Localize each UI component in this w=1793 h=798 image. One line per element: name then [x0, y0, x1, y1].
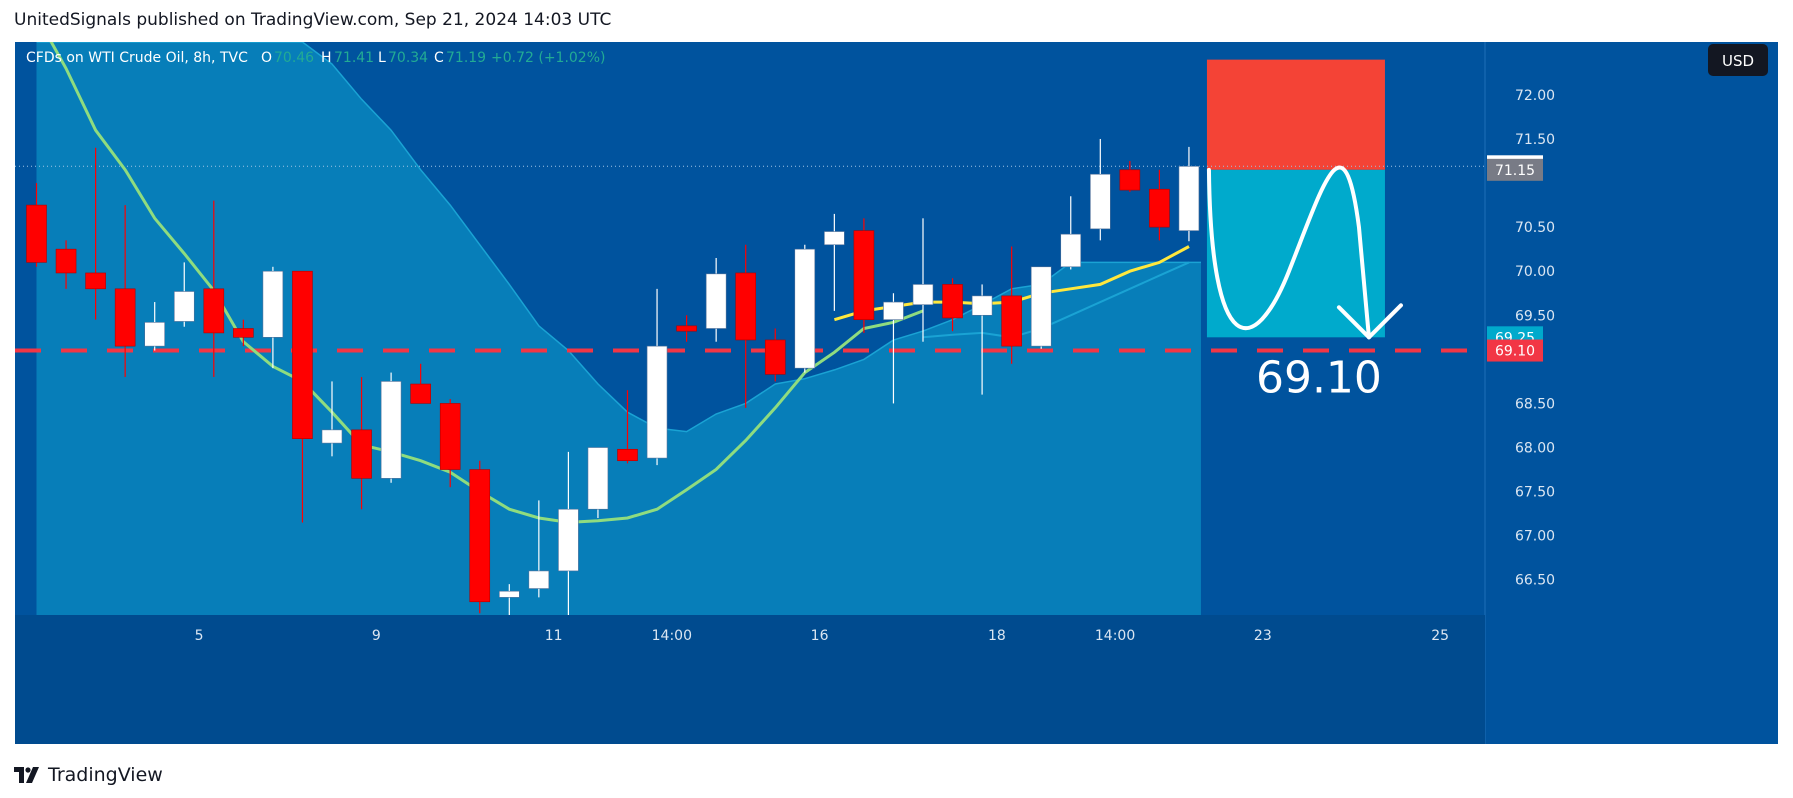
band-lower-line [922, 261, 1190, 339]
currency-button[interactable]: USD [1708, 44, 1768, 76]
legend-open-label: O [261, 50, 272, 66]
candle-body[interactable] [144, 322, 165, 347]
y-tick-label: 69.50 [1515, 308, 1555, 324]
x-tick-label: 23 [1254, 628, 1272, 644]
prev-close-label: 71.15 [1495, 163, 1535, 179]
candle-body[interactable] [439, 403, 461, 470]
shaded-band-area [36, 42, 1201, 615]
legend-close-label: C [434, 50, 444, 66]
currency-label: USD [1722, 52, 1754, 70]
y-tick-label: 68.00 [1515, 441, 1555, 457]
candle-body[interactable] [1178, 165, 1200, 231]
candle-body[interactable] [1060, 233, 1082, 268]
candle-body[interactable] [735, 272, 757, 341]
x-tick-label: 11 [545, 628, 563, 644]
candle-body[interactable] [410, 383, 431, 404]
legend-symbol: CFDs on WTI Crude Oil, 8h, TVC [26, 50, 248, 66]
y-tick-label: 70.00 [1515, 264, 1555, 280]
candle-body[interactable] [55, 248, 77, 274]
x-tick-label: 16 [811, 628, 829, 644]
candle-body[interactable] [1090, 173, 1111, 230]
candle-body[interactable] [203, 288, 225, 334]
candle-body[interactable] [173, 291, 195, 322]
legend-high-value: 71.41 [334, 50, 374, 66]
target-annotation: 69.10 [1256, 353, 1382, 404]
y-tick-label: 68.50 [1515, 396, 1555, 412]
y-tick-label: 67.50 [1515, 485, 1555, 501]
candle-body[interactable] [380, 381, 402, 479]
candle-body[interactable] [676, 325, 697, 332]
candle-body[interactable] [883, 301, 904, 320]
legend-high-label: H [321, 50, 332, 66]
legend-low-label: L [378, 50, 386, 66]
target-level-label: 69.10 [1495, 344, 1535, 360]
chart-frame[interactable]: 69.10 72.00 71.50 70.50 70.00 69.50 68.50 68.0… [15, 14, 1778, 744]
candle-body[interactable] [292, 270, 313, 439]
candle-body[interactable] [26, 204, 47, 263]
candle-body[interactable] [262, 270, 284, 338]
y-tick-label: 67.00 [1515, 529, 1555, 545]
candle-body[interactable] [617, 448, 638, 462]
candle-body[interactable] [498, 590, 520, 598]
candle-body[interactable] [912, 284, 934, 305]
candle-body[interactable] [528, 570, 550, 589]
stop-loss-zone [1206, 59, 1385, 170]
y-tick-label: 66.50 [1515, 573, 1555, 589]
candle-body[interactable] [794, 248, 816, 369]
candle-body[interactable] [233, 328, 254, 338]
y-tick-label: 71.50 [1515, 132, 1555, 148]
legend-change: +0.72 (+1.02%) [491, 50, 605, 66]
forecast-arrow-icon [1336, 303, 1403, 340]
candle-body[interactable] [764, 339, 786, 375]
candle-body[interactable] [114, 288, 136, 347]
candle-body[interactable] [705, 273, 727, 329]
prev-close-label-bg [1487, 158, 1543, 181]
candle-body[interactable] [558, 508, 579, 572]
publisher-line: UnitedSignals published on TradingView.c… [14, 10, 612, 30]
target-level-label-bg [1487, 339, 1543, 362]
candle-body[interactable] [469, 469, 491, 603]
legend-close-value: 71.19 [446, 50, 486, 66]
legend-open-value: 70.46 [274, 50, 314, 66]
candle-body[interactable] [853, 230, 875, 320]
x-tick-label: 25 [1431, 628, 1449, 644]
x-tick-label: 5 [195, 628, 204, 644]
legend-low-value: 70.34 [388, 50, 428, 66]
y-tick-label: 70.50 [1515, 220, 1555, 236]
candle-body[interactable] [1001, 295, 1022, 347]
candle-body[interactable] [1030, 266, 1052, 347]
candle-body[interactable] [351, 429, 372, 479]
time-axis[interactable] [15, 615, 1485, 744]
candle-body[interactable] [646, 345, 668, 459]
tradingview-logo-icon [14, 767, 39, 783]
candle-body[interactable] [824, 231, 845, 246]
candle-body[interactable] [1149, 188, 1170, 228]
candle-body[interactable] [321, 429, 343, 444]
price-chart[interactable]: 69.10 72.00 71.50 70.50 70.00 69.50 68.50 68.0… [15, 14, 1778, 744]
candle-body[interactable] [1119, 169, 1141, 191]
footer-brand[interactable]: TradingView [48, 764, 163, 786]
candle-body[interactable] [587, 447, 609, 510]
candle-body[interactable] [942, 284, 963, 319]
x-tick-label: 14:00 [1095, 628, 1135, 644]
y-tick-label: 72.00 [1515, 88, 1555, 104]
x-tick-label: 14:00 [652, 628, 692, 644]
x-tick-label: 18 [988, 628, 1006, 644]
footer: TradingView [14, 760, 163, 790]
x-tick-label: 9 [372, 628, 381, 644]
forecast-path [1206, 165, 1371, 340]
legend: CFDs on WTI Crude Oil, 8h, TVC O 70.46 H… [26, 50, 605, 66]
candle-body[interactable] [85, 272, 106, 290]
candle-body[interactable] [971, 295, 993, 316]
